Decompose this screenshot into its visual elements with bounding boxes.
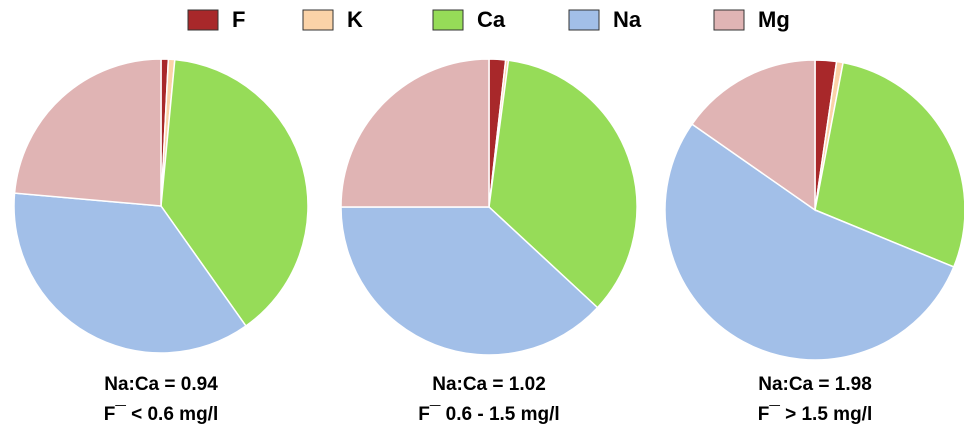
legend-label: Ca xyxy=(477,7,506,32)
pie-slice xyxy=(13,192,247,354)
pie-caption: Na:Ca = 1.98 xyxy=(758,374,872,395)
pie-slice xyxy=(814,61,964,268)
pie-slice xyxy=(690,59,816,212)
pie-caption: F¯ > 1.5 mg/l xyxy=(758,404,873,425)
pie-caption: F¯ < 0.6 mg/l xyxy=(104,404,219,425)
legend-label: K xyxy=(347,7,363,32)
legend-swatch xyxy=(432,9,464,31)
legend-label: Mg xyxy=(758,7,790,32)
legend-swatch xyxy=(187,9,219,31)
pie-slice xyxy=(488,59,638,309)
pie-slice xyxy=(340,58,490,208)
pie-slice xyxy=(664,123,955,361)
legend-label: Na xyxy=(613,7,642,32)
pie-slice xyxy=(13,58,162,207)
legend-swatch xyxy=(713,9,745,31)
legend-swatch xyxy=(568,9,600,31)
legend-label: F xyxy=(232,7,245,32)
pie-slice xyxy=(160,58,309,328)
pie-caption: F¯ 0.6 - 1.5 mg/l xyxy=(418,404,559,425)
pie-slice xyxy=(340,206,599,356)
pie-caption: Na:Ca = 1.02 xyxy=(432,374,546,395)
legend-swatch xyxy=(302,9,334,31)
pie-caption: Na:Ca = 0.94 xyxy=(104,374,218,395)
